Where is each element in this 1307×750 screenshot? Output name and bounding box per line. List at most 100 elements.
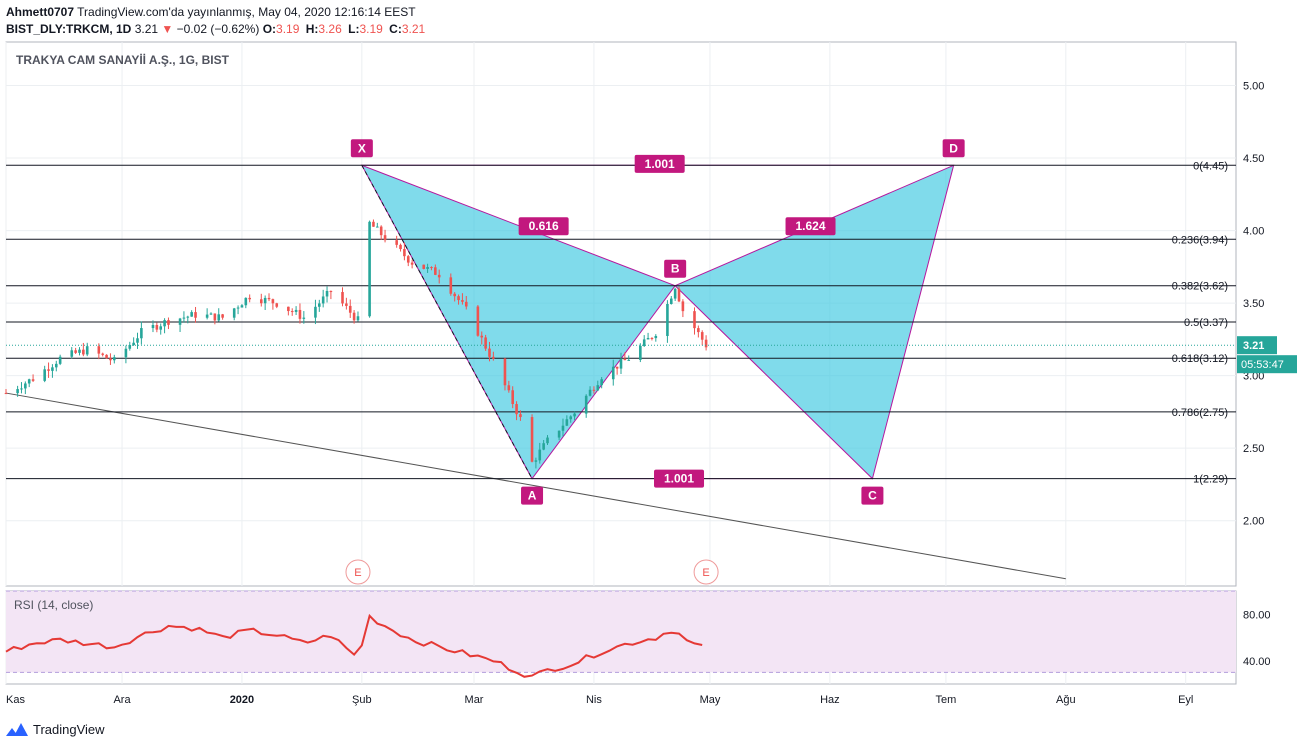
candle-body xyxy=(534,460,538,462)
candle-body xyxy=(430,267,433,269)
candle-body xyxy=(109,358,112,361)
candle-body xyxy=(325,290,329,297)
earnings-marker xyxy=(693,559,719,585)
candle-body xyxy=(639,345,642,360)
pattern-ratio-badge xyxy=(518,217,569,236)
pattern-point-label: A xyxy=(528,489,537,503)
symbol-label[interactable]: BIST_DLY:TRKCM, 1D xyxy=(6,22,132,36)
candle-body xyxy=(666,303,669,336)
author-name[interactable]: Ahmett0707 xyxy=(6,5,75,19)
close-label: C: xyxy=(389,22,402,36)
candle-body xyxy=(182,317,186,319)
x-tick-label: Eyl xyxy=(1178,694,1193,706)
candle-body xyxy=(85,346,89,355)
pattern-ratio-label: 1.624 xyxy=(796,219,826,233)
candle-body xyxy=(650,338,654,340)
candle-body xyxy=(51,367,54,371)
publish-info: TradingView.com'da yayınlanmış, May 04, … xyxy=(77,5,416,19)
low-label: L: xyxy=(348,22,360,36)
rsi-band xyxy=(6,591,1236,673)
rsi-title: RSI (14, close) xyxy=(14,598,93,612)
chart-canvas[interactable]: Kas Ara 2020 Şub Mar Nis May Haz Tem Ağu Eyl 5.00 4.… xyxy=(0,0,1307,718)
candle-body xyxy=(20,388,23,390)
candle-body xyxy=(693,311,696,329)
chart-header: Ahmett0707 TradingView.com'da yayınlanmı… xyxy=(6,4,428,38)
candle-body xyxy=(453,293,456,297)
candle-body xyxy=(16,389,19,394)
pattern-ratio-badge xyxy=(785,217,836,236)
fib-level-label: 0.236(3.94) xyxy=(1172,234,1228,246)
candle-body xyxy=(530,417,534,462)
candle-body xyxy=(492,356,495,359)
candle-body xyxy=(488,348,491,357)
last-price: 3.21 xyxy=(134,22,159,36)
candle-body xyxy=(341,292,344,304)
price-tick-label: 5.00 xyxy=(1243,81,1264,93)
pattern-point-label: D xyxy=(949,141,958,155)
candle-body xyxy=(356,316,360,321)
fib-level-label: 0.382(3.62) xyxy=(1172,281,1228,293)
candle-body xyxy=(43,369,46,381)
candle-body xyxy=(221,314,224,318)
footer-brand[interactable]: TradingView xyxy=(6,722,105,737)
price-tick-label: 3.50 xyxy=(1243,298,1264,310)
candle-body xyxy=(294,309,298,312)
candle-body xyxy=(74,350,77,353)
candle-body xyxy=(348,305,352,313)
candle-body xyxy=(569,416,573,420)
candle-body xyxy=(515,404,518,415)
candle-body xyxy=(584,395,588,414)
high-label: H: xyxy=(305,22,319,36)
countdown-badge xyxy=(1237,355,1297,374)
candle-body xyxy=(426,267,429,269)
pattern-ratio-label: 1.001 xyxy=(664,472,694,486)
candle-body xyxy=(464,301,468,307)
candle-body xyxy=(4,393,8,395)
x-tick-label: Ara xyxy=(113,694,131,706)
pattern-point-label: B xyxy=(671,262,680,276)
candle-body xyxy=(263,297,267,304)
fib-level-label: 0(4.45) xyxy=(1193,160,1228,172)
candle-body xyxy=(352,312,356,321)
candle-body xyxy=(24,383,27,389)
candle-body xyxy=(27,379,31,384)
candle-body xyxy=(151,325,155,329)
open-label: O: xyxy=(262,22,277,36)
candle-body xyxy=(78,349,81,353)
candle-body xyxy=(457,296,460,301)
candle-body xyxy=(105,354,108,359)
pattern-ratio-label: 0.616 xyxy=(529,219,559,233)
candle-body xyxy=(623,358,627,361)
candle-body xyxy=(155,325,159,330)
fib-level-label: 0.5(3.37) xyxy=(1184,317,1228,329)
candle-body xyxy=(186,316,190,318)
candle-body xyxy=(287,306,290,312)
candle-body xyxy=(561,425,565,431)
candle-body xyxy=(422,264,426,269)
candle-body xyxy=(70,350,74,357)
candle-body xyxy=(704,339,708,348)
brand-name: TradingView xyxy=(33,722,105,737)
x-tick-label: May xyxy=(700,694,721,706)
trend-line xyxy=(5,392,1066,580)
candle-body xyxy=(240,305,244,308)
candle-body xyxy=(205,314,209,318)
price-tick-label: 2.00 xyxy=(1243,516,1264,528)
ohlc-line: BIST_DLY:TRKCM, 1D 3.21 ▼ −0.02 (−0.62%)… xyxy=(6,21,428,38)
rsi-line xyxy=(5,613,703,678)
candle-body xyxy=(167,320,170,325)
candle-body xyxy=(101,353,104,355)
down-arrow-icon: ▼ xyxy=(161,22,174,36)
candle-body xyxy=(236,307,240,309)
candle-body xyxy=(128,344,132,349)
candle-body xyxy=(565,419,569,426)
fib-level-label: 0.618(3.12) xyxy=(1172,353,1228,365)
candle-body xyxy=(592,389,596,391)
x-tick-label: Haz xyxy=(820,694,840,706)
candle-body xyxy=(437,274,441,278)
candle-body xyxy=(368,221,371,317)
candle-body xyxy=(588,389,592,396)
pattern-point-badge xyxy=(861,486,884,505)
low-value: 3.19 xyxy=(359,22,383,36)
candle-body xyxy=(379,226,383,236)
